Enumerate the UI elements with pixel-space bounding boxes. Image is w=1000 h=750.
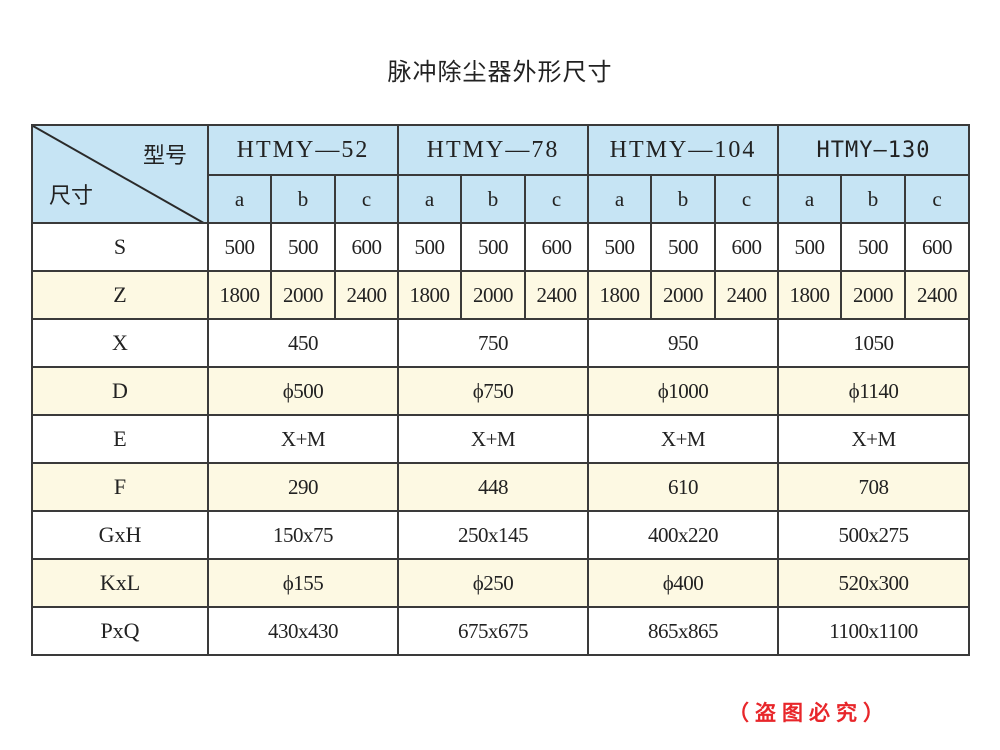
table-cell: 520x300 <box>777 558 971 608</box>
diagonal-line <box>34 127 203 221</box>
table-cell: 600 <box>904 222 971 272</box>
table-cell: 2400 <box>334 270 399 320</box>
table-cell: 500 <box>460 222 526 272</box>
table-cell: X+M <box>207 414 399 464</box>
table-cell: X+M <box>777 414 971 464</box>
corner-label-model: 型号 <box>142 144 187 169</box>
table-cell: 430x430 <box>207 606 399 656</box>
dimension-table: 型号 尺寸 HTMY—52 HTMY—78 HTMY—104 HTMY—130 a b c a b c… <box>31 124 971 656</box>
row-label: D <box>31 366 209 416</box>
table-cell: ϕ1140 <box>777 366 971 416</box>
row-label: PxQ <box>31 606 209 656</box>
table-cell: 2400 <box>524 270 589 320</box>
table-cell: 250x145 <box>397 510 589 560</box>
table-cell: 400x220 <box>586 510 780 560</box>
copyright-note: （盗图必究） <box>728 701 890 725</box>
table-row: Z 1800 2000 2400 1800 2000 2400 1800 2000 2400 180… <box>31 270 971 320</box>
subcolumn-header: b <box>460 174 526 224</box>
table-row: KxL ϕ155 ϕ250 ϕ400 520x300 <box>31 558 971 608</box>
table-cell: 600 <box>713 222 780 272</box>
table-cell: 1100x1100 <box>777 606 971 656</box>
table-row: F 290 448 610 708 <box>31 462 971 512</box>
corner-label-dimension: 尺寸 <box>49 184 94 209</box>
table-cell: ϕ400 <box>586 558 780 608</box>
table-cell: 708 <box>777 462 971 512</box>
table-row: X 450 750 950 1050 <box>31 318 971 368</box>
corner-cell: 型号尺寸 <box>31 124 209 224</box>
model-header: HTMY—104 <box>586 124 780 176</box>
table-cell: 2400 <box>904 270 971 320</box>
table-cell: 500 <box>777 222 843 272</box>
model-header: HTMY—78 <box>397 124 589 176</box>
table-cell: 1800 <box>397 270 462 320</box>
table-cell: 1050 <box>777 318 971 368</box>
model-header: HTMY—130 <box>777 124 971 176</box>
table-cell: 950 <box>586 318 780 368</box>
subcolumn-header: a <box>587 174 652 224</box>
table-cell: 2000 <box>460 270 526 320</box>
table-cell: 500 <box>587 222 652 272</box>
subcolumn-header: c <box>334 174 399 224</box>
table-cell: 1800 <box>777 270 843 320</box>
table-cell: 2000 <box>270 270 336 320</box>
table-cell: 750 <box>397 318 589 368</box>
table-cell: 500x275 <box>777 510 971 560</box>
table-cell: 290 <box>207 462 399 512</box>
table-cell: 2000 <box>840 270 907 320</box>
table-cell: 448 <box>397 462 589 512</box>
subcolumn-header: b <box>840 174 907 224</box>
table-cell: X+M <box>397 414 589 464</box>
subcolumn-header: a <box>777 174 843 224</box>
subcolumn-header: c <box>524 174 589 224</box>
table-cell: ϕ250 <box>397 558 589 608</box>
table-cell: 500 <box>650 222 716 272</box>
row-label: E <box>31 414 209 464</box>
table-cell: 675x675 <box>397 606 589 656</box>
table-cell: 1800 <box>207 270 272 320</box>
table-cell: 500 <box>270 222 336 272</box>
table-cell: 610 <box>586 462 780 512</box>
page-title: 脉冲除尘器外形尺寸 <box>387 58 613 86</box>
row-label: Z <box>31 270 209 320</box>
table-cell: 1800 <box>587 270 652 320</box>
row-label: KxL <box>31 558 209 608</box>
table-cell: ϕ750 <box>397 366 589 416</box>
table-cell: 2000 <box>650 270 716 320</box>
subcolumn-header: b <box>270 174 336 224</box>
subcolumn-header: c <box>713 174 780 224</box>
table-row: E X+M X+M X+M X+M <box>31 414 971 464</box>
table-cell: ϕ1000 <box>586 366 780 416</box>
table-row: S 500 500 600 500 500 600 500 500 600 500 500 600 <box>31 222 971 272</box>
subcolumn-header: a <box>207 174 272 224</box>
table-row: GxH 150x75 250x145 400x220 500x275 <box>31 510 971 560</box>
row-label: S <box>31 222 209 272</box>
model-header: HTMY—52 <box>207 124 399 176</box>
table-cell: ϕ155 <box>207 558 399 608</box>
table-cell: 865x865 <box>586 606 780 656</box>
subcolumn-header: b <box>650 174 716 224</box>
row-label: GxH <box>31 510 209 560</box>
table-cell: 2400 <box>713 270 780 320</box>
header-row-models: 型号 尺寸 HTMY—52 HTMY—78 HTMY—104 HTMY—130 <box>31 124 971 224</box>
table-row: PxQ 430x430 675x675 865x865 1100x1100 <box>31 606 971 656</box>
table-cell: 450 <box>207 318 399 368</box>
table-cell: 500 <box>840 222 907 272</box>
table-cell: 150x75 <box>207 510 399 560</box>
row-label: X <box>31 318 209 368</box>
subcolumn-header: a <box>397 174 462 224</box>
table-cell: 600 <box>524 222 589 272</box>
table-cell: 600 <box>334 222 399 272</box>
row-label: F <box>31 462 209 512</box>
subcolumn-header: c <box>904 174 971 224</box>
table-cell: 500 <box>207 222 272 272</box>
table-cell: X+M <box>586 414 780 464</box>
table-cell: ϕ500 <box>207 366 399 416</box>
table-cell: 500 <box>397 222 462 272</box>
